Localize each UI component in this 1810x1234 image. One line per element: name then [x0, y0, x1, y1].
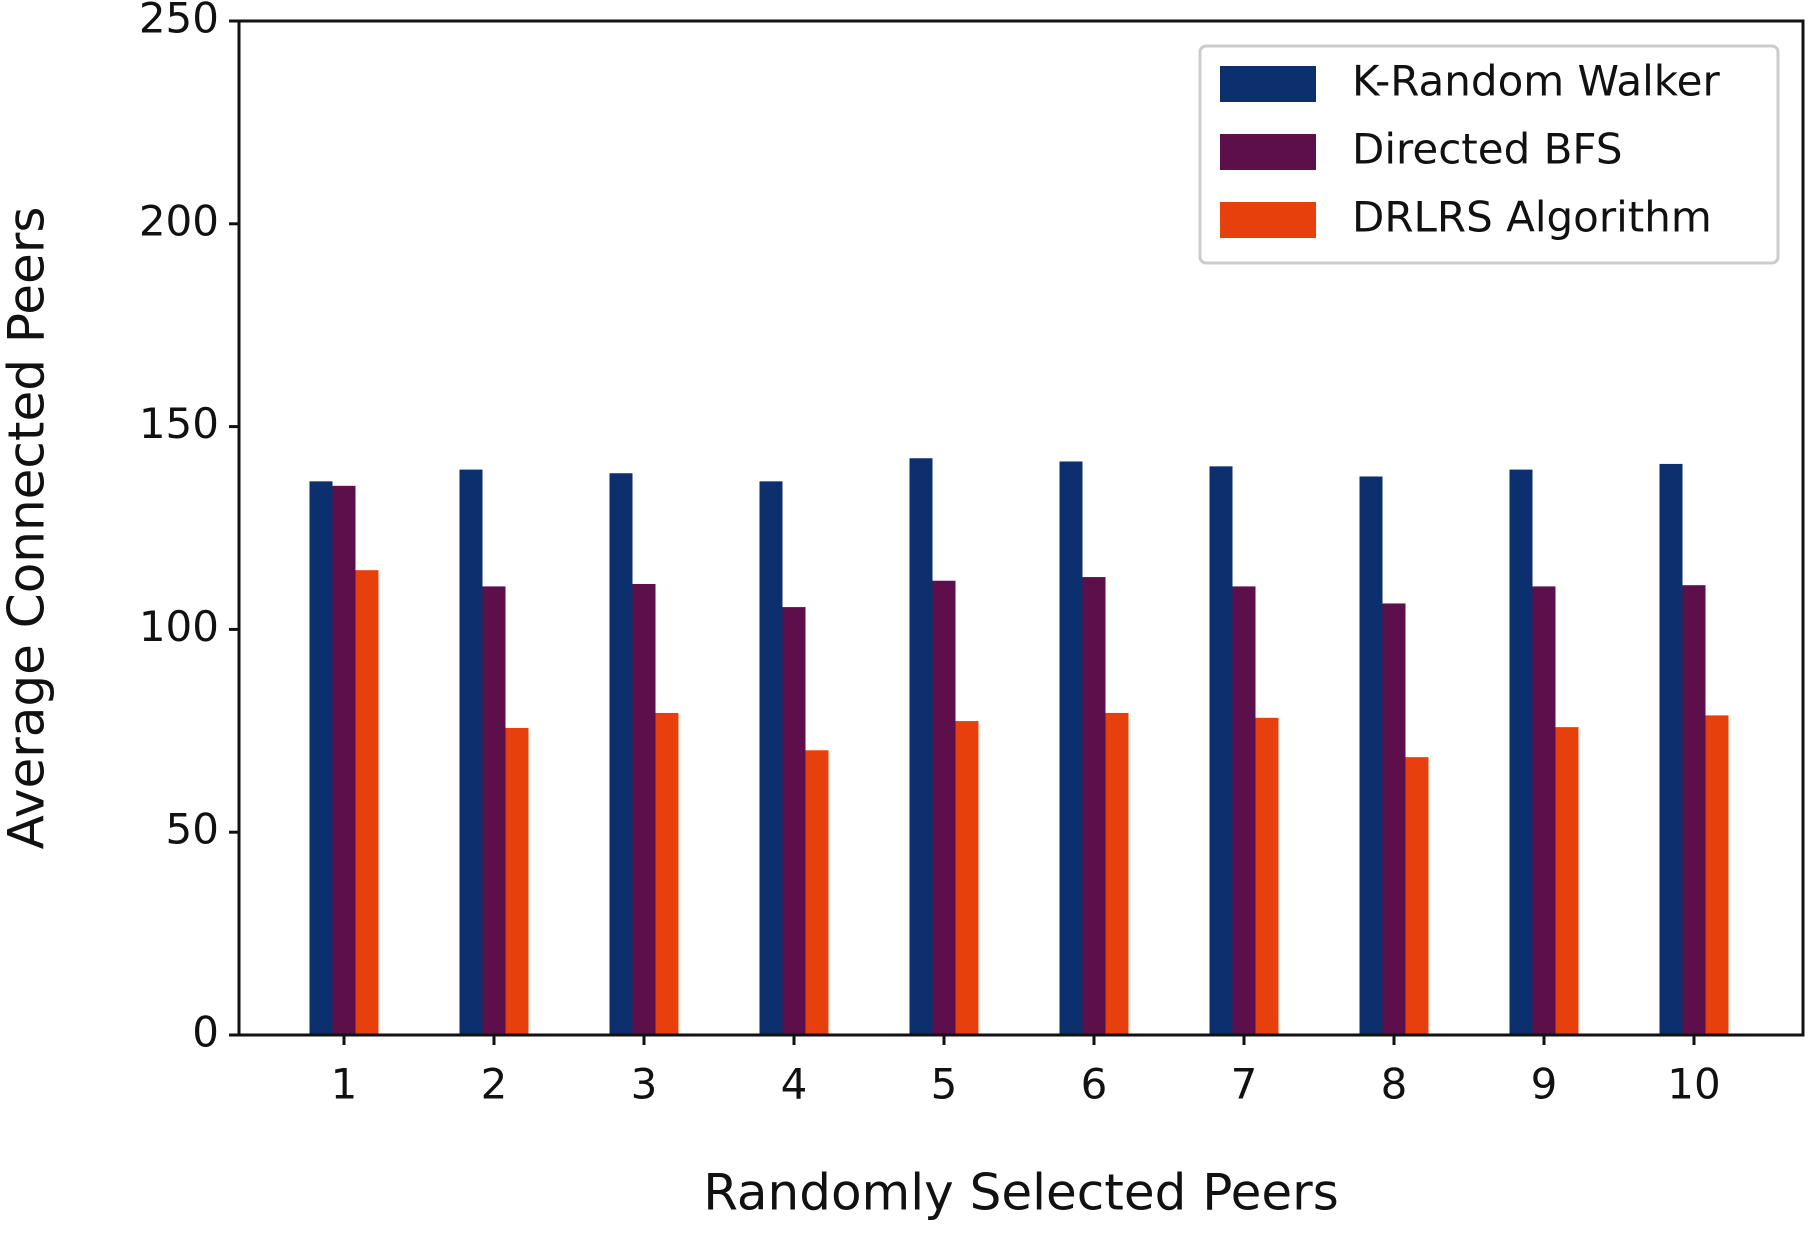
- y-axis-label: Average Connected Peers: [0, 207, 56, 850]
- x-tick-label: 5: [931, 1060, 958, 1109]
- legend-swatch: [1220, 66, 1316, 102]
- bar: [1082, 577, 1106, 1035]
- bar: [1705, 715, 1729, 1035]
- bar: [1232, 586, 1256, 1035]
- bar: [505, 727, 529, 1035]
- bar: [1532, 586, 1556, 1035]
- legend-text: K-Random Walker: [1352, 57, 1720, 106]
- bar: [632, 583, 656, 1035]
- x-axis-label: Randomly Selected Peers: [703, 1164, 1339, 1222]
- legend-frame: [1198, 44, 1780, 265]
- x-tick-label: 8: [1381, 1060, 1408, 1109]
- bar: [909, 458, 933, 1035]
- x-tick-label: 4: [781, 1060, 808, 1109]
- x-tick-label: 7: [1231, 1060, 1258, 1109]
- bar: [932, 580, 956, 1035]
- bar: [482, 586, 506, 1035]
- x-tick-label: 10: [1667, 1060, 1720, 1109]
- bar: [1382, 603, 1406, 1035]
- bar: [1059, 461, 1083, 1036]
- bar: [1509, 469, 1533, 1035]
- bar: [655, 712, 679, 1035]
- y-tick-label: 100: [139, 602, 219, 651]
- bar: [355, 570, 379, 1035]
- bar: [1405, 757, 1429, 1035]
- plot-frame: [237, 19, 1805, 1037]
- bar: [1555, 727, 1579, 1035]
- bar: [1682, 585, 1706, 1035]
- bar: [1359, 476, 1383, 1036]
- bar: [1659, 463, 1683, 1036]
- x-tick-label: 1: [331, 1060, 358, 1109]
- x-tick-label: 2: [481, 1060, 508, 1109]
- y-tick-label: 200: [139, 196, 219, 245]
- y-tick-label: 0: [192, 1008, 219, 1057]
- y-tick-label: 50: [166, 805, 219, 854]
- bar: [955, 721, 979, 1035]
- bar: [1209, 466, 1233, 1036]
- y-tick-label: 250: [139, 0, 219, 43]
- bar: [332, 485, 356, 1035]
- bar: [309, 481, 333, 1036]
- bar: [459, 469, 483, 1035]
- bar: [805, 750, 829, 1035]
- legend-text: Directed BFS: [1352, 125, 1623, 174]
- bar: [1105, 712, 1129, 1035]
- legend: K-Random Walker Directed BFS DRLRS Algorit…: [1198, 44, 1780, 265]
- legend-swatch: [1220, 134, 1316, 170]
- legend-text: DRLRS Algorithm: [1352, 193, 1712, 242]
- legend-swatch: [1220, 202, 1316, 238]
- bar: [609, 473, 633, 1035]
- bar: [1255, 717, 1279, 1035]
- x-tick-label: 3: [631, 1060, 658, 1109]
- x-tick-label: 9: [1531, 1060, 1558, 1109]
- x-tick-label: 6: [1081, 1060, 1108, 1109]
- bar: [759, 481, 783, 1036]
- bar: [782, 607, 806, 1035]
- y-tick-label: 150: [139, 399, 219, 448]
